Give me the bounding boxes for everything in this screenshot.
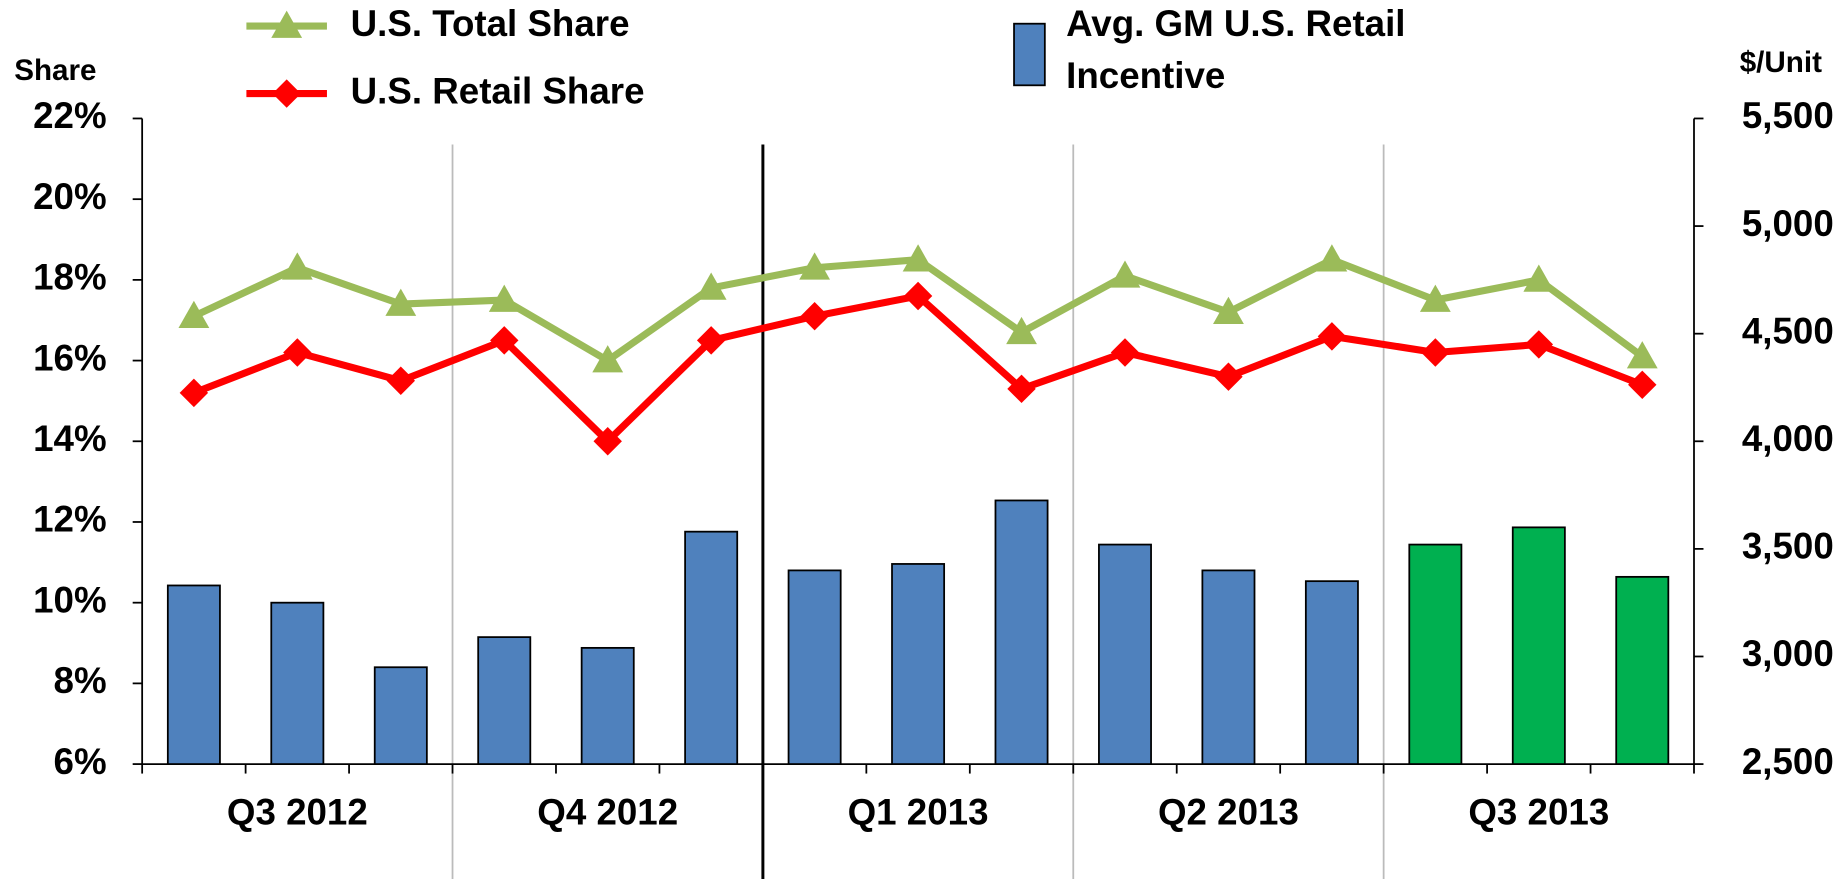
marker [1317, 322, 1347, 351]
marker [1006, 316, 1037, 345]
y-tick-label: 14% [33, 418, 107, 459]
legend-swatch [1013, 22, 1046, 87]
marker [1110, 338, 1140, 367]
y-tick-label: 20% [33, 176, 107, 217]
y-tick-label: 6% [54, 741, 107, 782]
bar [1098, 543, 1152, 765]
legend-marker [271, 10, 303, 38]
marker [385, 288, 417, 316]
y-tick-label: 8% [54, 660, 107, 701]
marker [1626, 341, 1658, 369]
legend-label: U.S. Retail Share [351, 70, 645, 111]
bar [580, 646, 635, 765]
marker [1524, 330, 1554, 359]
marker [281, 252, 313, 280]
y-tick-label: 16% [33, 337, 107, 378]
quarter-label: Q3 2013 [1468, 792, 1609, 833]
quarter-label: Q1 2013 [848, 792, 989, 833]
y-tick-label: 18% [33, 257, 107, 298]
marker [488, 284, 520, 312]
bar [373, 666, 428, 765]
bar [477, 636, 532, 765]
marker [903, 281, 933, 311]
y2-tick-label: 4,000 [1742, 418, 1834, 459]
marker [695, 272, 727, 300]
legend-label: Avg. GM U.S. Retail Incentive [1066, 3, 1405, 96]
bar [684, 530, 739, 765]
marker [799, 252, 831, 280]
marker [179, 378, 209, 408]
y2-tick-label: 5,000 [1742, 203, 1834, 244]
y-tick-label: 10% [33, 579, 107, 620]
bar [1201, 569, 1256, 765]
bar [994, 499, 1049, 765]
marker [283, 338, 312, 367]
marker [1214, 362, 1243, 391]
marker [1316, 244, 1348, 272]
marker [1109, 260, 1141, 288]
bar [270, 601, 325, 765]
quarter-label: Q2 2013 [1158, 792, 1299, 833]
marker [1419, 284, 1451, 312]
bar [1304, 580, 1359, 765]
legend-marker [272, 79, 301, 108]
y-tick-label: 22% [33, 95, 107, 136]
y2-tick-label: 2,500 [1742, 741, 1834, 782]
bar [1511, 526, 1566, 765]
y2-tick-label: 3,000 [1742, 633, 1834, 674]
quarter-label: Q3 2012 [227, 792, 368, 833]
marker [1213, 296, 1244, 324]
y2-axis-label: $/Unit [1740, 46, 1822, 79]
marker [386, 366, 416, 395]
y2-tick-label: 4,500 [1742, 310, 1834, 351]
marker [1421, 338, 1450, 367]
marker [490, 326, 519, 355]
marker [1523, 264, 1555, 292]
y-axis-label: Share [14, 54, 96, 87]
quarter-label: Q4 2012 [537, 792, 678, 833]
bar [1615, 575, 1670, 765]
bar [891, 563, 946, 765]
bar [166, 584, 221, 765]
y2-tick-label: 3,500 [1742, 526, 1834, 567]
marker [1628, 370, 1657, 400]
bar [1408, 543, 1463, 765]
marker [178, 300, 210, 329]
marker [1007, 374, 1036, 404]
y2-tick-label: 5,500 [1742, 95, 1834, 136]
bar [787, 569, 842, 765]
marker [696, 326, 726, 355]
legend-label: U.S. Total Share [351, 3, 630, 44]
marker [592, 345, 624, 373]
marker [902, 244, 934, 272]
line [192, 292, 1644, 445]
marker [800, 301, 829, 331]
y-tick-label: 12% [33, 499, 107, 540]
